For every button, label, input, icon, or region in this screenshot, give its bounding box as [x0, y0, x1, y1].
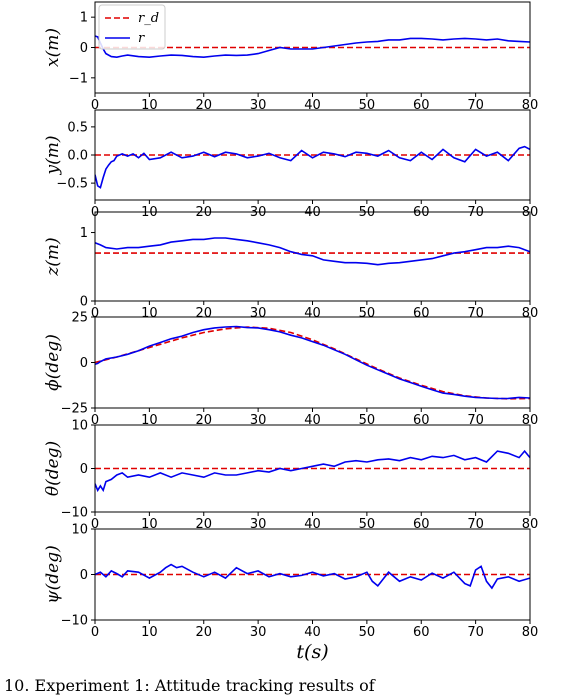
psi-xtick-label: 10: [141, 625, 158, 640]
theta-ytick-label: 10: [71, 419, 88, 434]
psi-ylabel: ψ(deg): [43, 545, 63, 603]
theta-xtick-label: 80: [522, 517, 539, 532]
psi-xtick-label: 80: [522, 625, 539, 640]
phi-xtick-label: 80: [522, 413, 539, 428]
theta-xtick-label: 20: [195, 517, 212, 532]
z-xtick-label: 60: [413, 306, 430, 321]
psi-xtick-label: 70: [467, 625, 484, 640]
z-xtick-label: 30: [250, 306, 267, 321]
phi-actual-line: [95, 325, 530, 400]
y-actual-line: [95, 145, 530, 189]
theta-ytick-label: −10: [61, 506, 88, 521]
theta-xtick-label: 70: [467, 517, 484, 532]
theta-xtick-label: 50: [359, 517, 376, 532]
x-xtick-label: 10: [141, 98, 158, 113]
phi-ytick-label: 25: [71, 311, 88, 326]
theta-ylabel: θ(deg): [43, 441, 63, 496]
phi-ylabel: ϕ(deg): [43, 334, 63, 391]
psi-ytick-label: 0: [80, 568, 88, 583]
psi-xtick-label: 50: [359, 625, 376, 640]
z-xtick-label: 70: [467, 306, 484, 321]
y-ytick-label: 0.0: [67, 149, 88, 164]
theta-xtick-label: 60: [413, 517, 430, 532]
psi-actual-line: [95, 563, 530, 590]
theta-xtick-label: 10: [141, 517, 158, 532]
phi-reference-line: [95, 326, 530, 400]
subplot-y: 0 10 20 30 40 50 60 70 80−0.50.00.5y(m): [43, 109, 538, 220]
phi-xtick-label: 0: [91, 413, 99, 428]
y-ylabel: y(m): [43, 136, 63, 176]
x-xtick-label: 50: [359, 98, 376, 113]
psi-xtick-label: 20: [195, 625, 212, 640]
x-ylabel: x(m): [43, 28, 63, 67]
phi-xtick-label: 40: [304, 413, 321, 428]
figure-caption: 10. Experiment 1: Attitude tracking resu…: [4, 676, 375, 695]
z-xtick-label: 50: [359, 306, 376, 321]
z-ytick-label: 0: [80, 295, 88, 310]
z-xtick-label: 20: [195, 306, 212, 321]
x-xtick-label: 0: [91, 98, 99, 113]
z-actual-line: [95, 237, 530, 266]
theta-xtick-label: 40: [304, 517, 321, 532]
x-xtick-label: 80: [522, 98, 539, 113]
legend-actual-label: r: [138, 31, 145, 46]
phi-xtick-label: 60: [413, 413, 430, 428]
psi-xtick-label: 60: [413, 625, 430, 640]
psi-xtick-label: 40: [304, 625, 321, 640]
phi-ytick-label: 0: [80, 356, 88, 371]
legend-reference-label: r_d: [138, 11, 159, 26]
legend: r_dr: [98, 4, 166, 50]
x-actual-line: [95, 35, 530, 59]
x-ytick-label: 0: [80, 41, 88, 56]
psi-xtick-label: 30: [250, 625, 267, 640]
x-xtick-label: 40: [304, 98, 321, 113]
x-xtick-label: 30: [250, 98, 267, 113]
phi-xtick-label: 10: [141, 413, 158, 428]
y-ytick-label: −0.5: [56, 177, 88, 192]
x-xtick-label: 60: [413, 98, 430, 113]
z-ylabel: z(m): [43, 237, 63, 276]
theta-xtick-label: 0: [91, 517, 99, 532]
psi-ytick-label: 10: [71, 523, 88, 538]
phi-xtick-label: 70: [467, 413, 484, 428]
x-axis-label: t(s): [296, 641, 328, 663]
x-xtick-label: 20: [195, 98, 212, 113]
z-ytick-label: 1: [80, 226, 88, 241]
theta-actual-line: [95, 449, 530, 493]
psi-xtick-label: 0: [91, 625, 99, 640]
x-ytick-label: 1: [80, 11, 88, 26]
phi-xtick-label: 50: [359, 413, 376, 428]
phi-ytick-label: −25: [61, 402, 88, 417]
x-ytick-label: −1: [69, 71, 88, 86]
z-xtick-label: 10: [141, 306, 158, 321]
phi-axes-frame: [94, 316, 531, 409]
theta-xtick-label: 30: [250, 517, 267, 532]
theta-ytick-label: 0: [80, 462, 88, 477]
y-ytick-label: 0.5: [67, 120, 88, 135]
phi-xtick-label: 30: [250, 413, 267, 428]
x-xtick-label: 70: [467, 98, 484, 113]
psi-ytick-label: −10: [61, 614, 88, 629]
phi-xtick-label: 20: [195, 413, 212, 428]
z-xtick-label: 0: [91, 306, 99, 321]
z-xtick-label: 40: [304, 306, 321, 321]
